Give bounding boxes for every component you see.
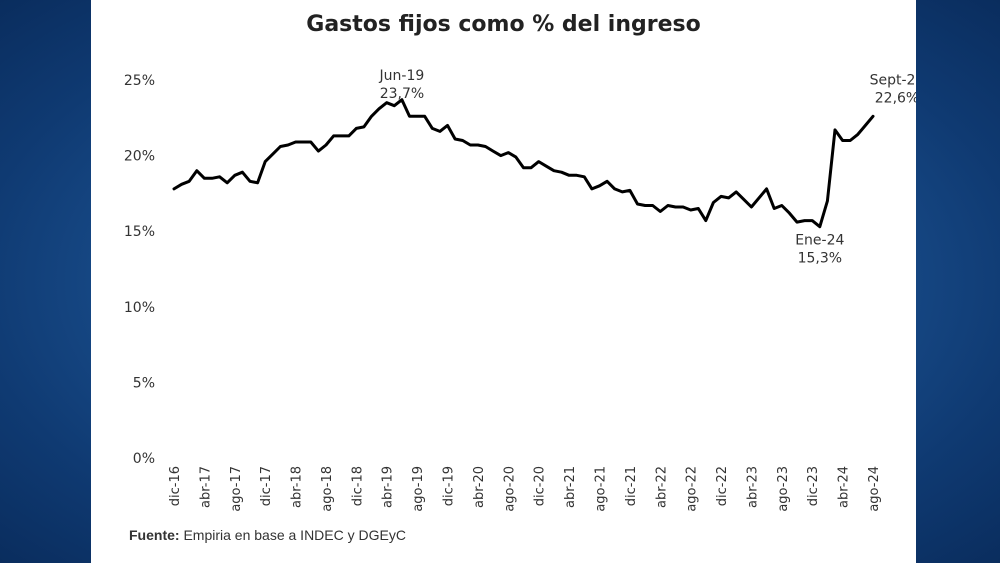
y-tick-label: 25% [124,73,155,89]
x-tick-label: ago-17 [229,466,244,512]
x-tick-label: ago-20 [502,466,517,512]
x-tick-label: dic-19 [442,466,457,506]
x-tick-label: dic-17 [259,466,274,506]
x-tick-label: abr-21 [563,466,578,508]
annotation-label: Sept-24 [870,72,916,88]
y-tick-label: 10% [124,300,155,316]
x-tick-label: ago-23 [776,466,791,512]
y-tick-label: 20% [124,149,155,165]
y-tick-label: 15% [124,224,155,240]
x-tick-label: dic-21 [624,466,639,506]
x-tick-label: dic-23 [806,466,821,506]
annotation-label: Ene-24 [795,233,844,249]
annotation-label: Jun-19 [379,68,425,84]
source-note: Fuente: Empiria en base a INDEC y DGEyC [129,527,406,543]
y-tick-label: 5% [133,375,155,391]
annotation-value: 15,3% [798,251,842,267]
series-line [172,98,875,229]
line-chart: 0% 5% 10% 15% 20% 25% dic-16 abr-17 ago-17 dic-17… [124,68,916,512]
x-tick-label: dic-20 [533,466,548,506]
x-tick-label: abr-23 [745,466,760,508]
x-tick-label: ago-19 [411,466,426,512]
chart-title: Gastos fijos como % del ingreso [306,12,701,37]
x-tick-label: abr-22 [654,466,669,508]
y-tick-label: 0% [133,451,155,467]
x-tick-label: dic-22 [715,466,730,506]
x-tick-label: abr-20 [472,466,487,508]
source-label: Fuente: [129,527,180,543]
x-tick-label: abr-18 [290,466,305,508]
x-tick-label: ago-18 [320,466,335,512]
source-text: Empiria en base a INDEC y DGEyC [183,527,406,543]
chart-panel: Gastos fijos como % del ingreso 0% 5% 10% 1… [91,0,916,563]
x-tick-label: ago-21 [593,466,608,512]
x-tick-label: ago-22 [685,466,700,512]
x-tick-label: dic-18 [350,466,365,506]
x-tick-label: abr-24 [837,466,852,508]
annotation-value: 23,7% [380,86,424,102]
x-tick-label: dic-16 [168,466,183,506]
x-tick-label: ago-24 [867,466,882,512]
annotation-value: 22,6% [875,90,916,106]
x-tick-label: abr-19 [381,466,396,508]
x-tick-label: abr-17 [198,466,213,508]
